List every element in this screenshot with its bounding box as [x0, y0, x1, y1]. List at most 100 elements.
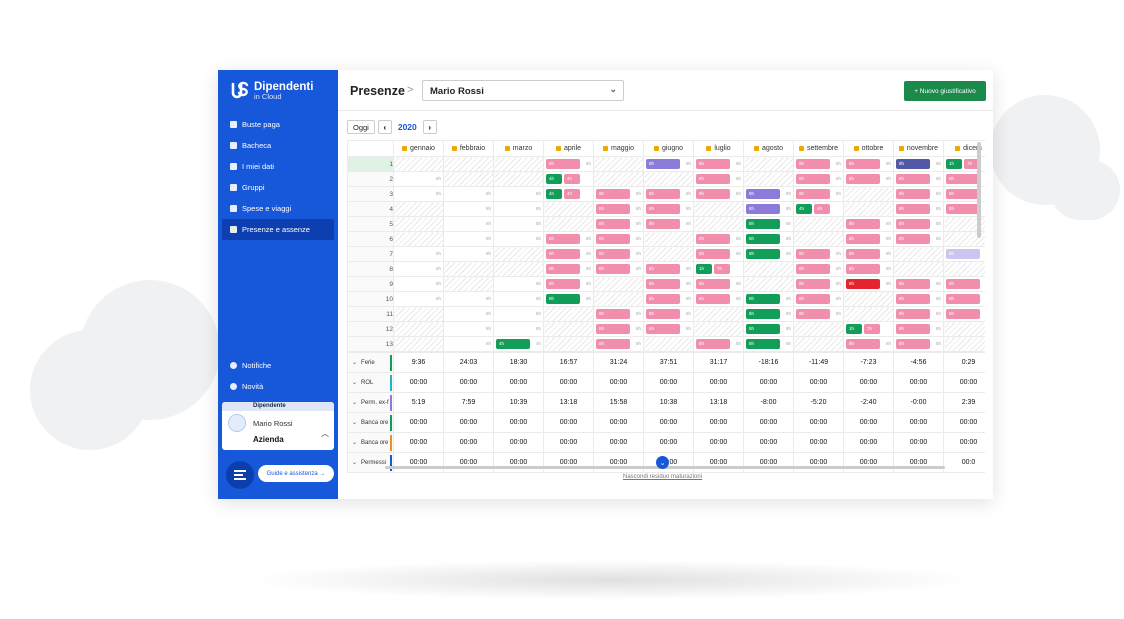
absence-chip[interactable]: 8h [696, 339, 730, 349]
day-cell[interactable] [943, 216, 985, 232]
day-cell[interactable] [843, 306, 894, 322]
day-cell[interactable]: 8h [493, 231, 544, 247]
absence-chip[interactable]: 8h [946, 279, 980, 289]
day-cell[interactable] [543, 321, 594, 337]
absence-chip[interactable]: 4h [564, 189, 580, 199]
day-cell[interactable] [493, 246, 544, 262]
next-year-button[interactable]: › [422, 120, 437, 134]
day-cell[interactable]: 8h [443, 291, 494, 307]
day-cell[interactable] [593, 276, 644, 292]
day-cell[interactable] [743, 261, 794, 277]
day-cell[interactable]: 4h 4h [793, 201, 844, 217]
absence-chip[interactable]: 8h [596, 234, 630, 244]
day-cell[interactable] [493, 261, 544, 277]
absence-chip[interactable]: 8h [746, 324, 780, 334]
absence-chip[interactable]: 8h [696, 174, 730, 184]
absence-chip[interactable]: 8h [596, 324, 630, 334]
day-cell[interactable] [843, 291, 894, 307]
absence-chip[interactable]: 1h [696, 264, 712, 274]
day-cell[interactable] [793, 216, 844, 232]
day-cell[interactable] [543, 216, 594, 232]
absence-chip[interactable]: 7h [714, 264, 730, 274]
day-cell[interactable]: 8h [493, 216, 544, 232]
absence-chip[interactable]: 8h [796, 294, 830, 304]
absence-chip[interactable]: 8h [696, 234, 730, 244]
day-cell[interactable] [393, 336, 444, 352]
absence-chip[interactable]: 8h [796, 174, 830, 184]
hide-residuals-link[interactable]: Nascondi residuo maturazioni [623, 474, 703, 480]
day-cell[interactable] [743, 171, 794, 187]
sidebar-item-spese-e-viaggi[interactable]: Spese e viaggi [222, 198, 334, 219]
employee-select[interactable]: Mario Rossi ⌄ [422, 80, 624, 101]
absence-chip[interactable]: 8h [646, 264, 680, 274]
absence-chip[interactable]: 8h [896, 234, 930, 244]
balance-label[interactable]: ⌄ Banca ore [347, 412, 394, 433]
absence-chip[interactable]: 8h [846, 279, 880, 289]
day-cell[interactable] [393, 201, 444, 217]
day-cell[interactable] [593, 156, 644, 172]
day-cell[interactable] [643, 336, 694, 352]
absence-chip[interactable]: 8h [646, 294, 680, 304]
day-cell[interactable] [793, 336, 844, 352]
new-justification-button[interactable]: + Nuovo giustificativo [904, 81, 986, 101]
absence-chip[interactable]: 7h [864, 324, 880, 334]
chevron-down-icon[interactable]: ⌄ [352, 360, 358, 366]
day-cell[interactable] [643, 171, 694, 187]
day-cell[interactable]: 8h [493, 276, 544, 292]
absence-chip[interactable]: 4h [546, 189, 562, 199]
absence-chip[interactable]: 8h [596, 309, 630, 319]
day-cell[interactable] [643, 246, 694, 262]
absence-chip[interactable]: 8h [796, 309, 830, 319]
absence-chip[interactable]: 8h [746, 294, 780, 304]
day-cell[interactable]: 8h [493, 306, 544, 322]
day-cell[interactable] [393, 156, 444, 172]
day-cell[interactable]: 4h 4h [493, 336, 544, 352]
vertical-scrollbar[interactable] [977, 142, 981, 238]
sidebar-item-presenze-e-assenze[interactable]: Presenze e assenze [222, 219, 334, 240]
day-cell[interactable] [543, 201, 594, 217]
day-cell[interactable]: 8h [393, 276, 444, 292]
absence-chip[interactable]: 8h [946, 309, 980, 319]
absence-chip[interactable]: 4h [814, 204, 830, 214]
absence-chip[interactable]: 8h [646, 279, 680, 289]
absence-chip[interactable]: 4h [564, 174, 580, 184]
absence-chip[interactable]: 8h [696, 249, 730, 259]
absence-chip[interactable]: 8h [946, 174, 980, 184]
day-cell[interactable]: 8h [393, 186, 444, 202]
day-cell[interactable]: 8h [393, 291, 444, 307]
day-cell[interactable] [743, 276, 794, 292]
day-cell[interactable] [443, 171, 494, 187]
absence-chip[interactable]: 8h [696, 159, 730, 169]
day-cell[interactable]: 4h 4h [543, 171, 594, 187]
user-card[interactable]: Dipendente Mario Rossi Azienda ︿ [222, 402, 334, 450]
day-cell[interactable]: 8h [443, 336, 494, 352]
absence-chip[interactable]: 8h [946, 189, 980, 199]
balance-label[interactable]: ⌄ ROL [347, 372, 394, 393]
absence-chip[interactable]: 8h [896, 189, 930, 199]
